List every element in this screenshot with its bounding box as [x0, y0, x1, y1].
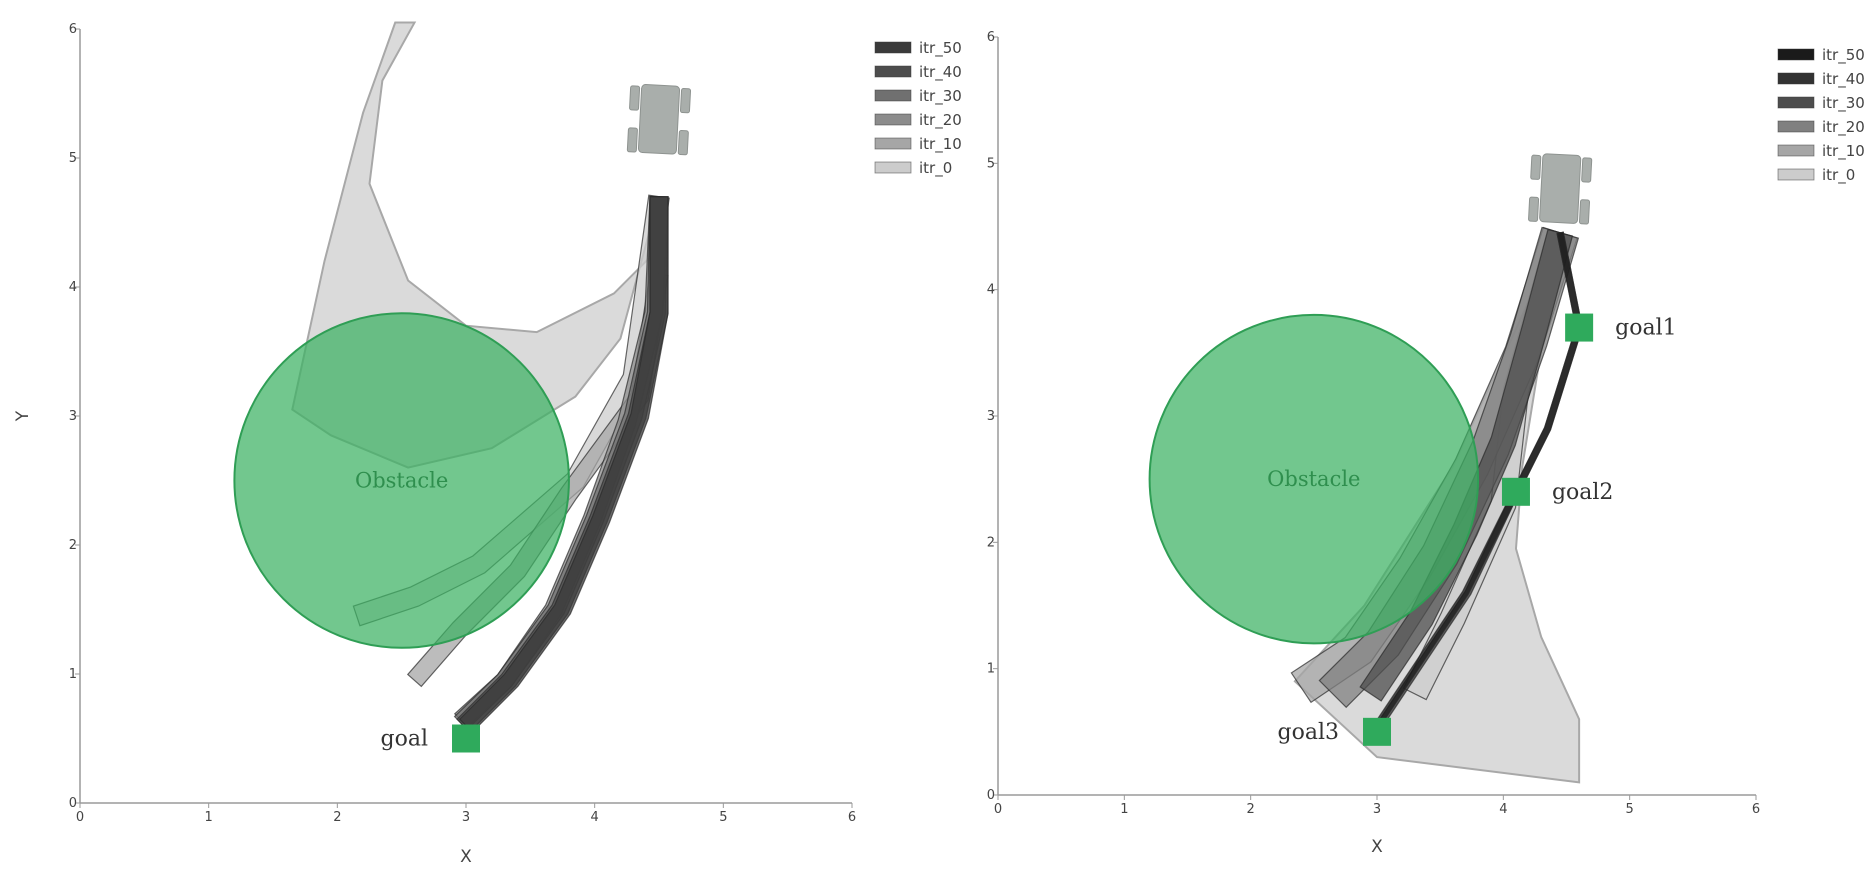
legend-label: itr_0	[1822, 166, 1855, 185]
trajectory-itr-30	[1359, 228, 1574, 702]
x-tick-label: 5	[1626, 802, 1634, 817]
x-tick-label: 0	[76, 810, 84, 825]
y-tick-label: 1	[69, 667, 77, 682]
robot-wheel	[1578, 199, 1591, 225]
legend-label: itr_50	[919, 39, 962, 58]
y-tick-label: 0	[69, 796, 77, 811]
obstacle-label: Obstacle	[1267, 467, 1360, 491]
legend-swatch	[874, 137, 912, 150]
x-tick-label: 4	[1499, 802, 1507, 817]
y-tick-label: 5	[69, 151, 77, 166]
goal-marker	[452, 724, 480, 753]
y-tick-label: 3	[987, 409, 995, 424]
chart-left: 0 1 2 3 4 5 6 0 1 2 3 4 5 6 X Y Obstacle goal itr_50 itr_40…	[13, 21, 962, 867]
goal-marker	[1363, 717, 1391, 746]
y-tick-label: 6	[987, 30, 995, 45]
legend-label: itr_40	[1822, 70, 1865, 89]
legend-label: itr_10	[1822, 142, 1865, 161]
trajectory-itr-50	[458, 196, 669, 733]
x-tick-label: 2	[333, 810, 341, 825]
legend-label: itr_30	[919, 87, 962, 106]
y-tick-label: 4	[69, 280, 77, 295]
legend-label: itr_50	[1822, 46, 1865, 65]
legend-swatch	[1777, 120, 1815, 133]
robot-wheel	[679, 88, 692, 114]
x-axis-label: X	[460, 847, 472, 867]
chart-right: 0 1 2 3 4 5 6 0 1 2 3 4 5 6 X Obstacle goal1 goal2 goal3 it…	[987, 30, 1865, 857]
goal-marker	[1501, 477, 1530, 506]
obstacle-circle	[1148, 313, 1480, 645]
legend-label: itr_30	[1822, 94, 1865, 113]
legend-label: itr_40	[919, 63, 962, 82]
legend-swatch	[874, 89, 912, 102]
x-tick-label: 3	[1373, 802, 1381, 817]
goal-label: goal	[381, 727, 428, 752]
robot-wheel	[626, 127, 638, 153]
x-tick-label: 5	[719, 810, 727, 825]
x-tick-label: 1	[205, 810, 213, 825]
robot-wheel	[677, 129, 689, 156]
y-axis-label: Y	[13, 410, 33, 422]
robot-icon	[626, 84, 692, 156]
legend-label: itr_10	[919, 135, 962, 154]
y-tick-label: 1	[987, 662, 995, 677]
obstacle-circle	[233, 312, 570, 649]
goal-label: goal3	[1278, 720, 1339, 745]
x-tick-label: 4	[591, 810, 599, 825]
y-tick-label: 0	[987, 788, 995, 803]
robot-body	[1539, 153, 1582, 224]
goal-marker	[1565, 313, 1594, 342]
legend-swatch	[1777, 72, 1815, 85]
x-tick-label: 6	[848, 810, 856, 825]
robot-wheel	[1528, 196, 1540, 222]
legend-swatch	[874, 41, 912, 54]
robot-icon	[1528, 153, 1593, 225]
legend-label: itr_20	[1822, 118, 1865, 137]
y-tick-label: 4	[987, 283, 995, 298]
y-tick-label: 5	[987, 156, 995, 171]
legend-swatch	[874, 65, 912, 78]
legend-swatch	[1777, 48, 1815, 61]
x-tick-label: 6	[1752, 802, 1760, 817]
x-tick-label: 1	[1120, 802, 1128, 817]
x-tick-label: 0	[994, 802, 1002, 817]
legend-swatch	[874, 113, 912, 126]
robot-body	[637, 84, 681, 155]
robot-wheel	[1581, 157, 1593, 183]
goal-label: goal2	[1552, 480, 1613, 505]
legend-swatch	[1777, 144, 1815, 157]
legend-swatch	[1777, 96, 1815, 109]
legend-label: itr_20	[919, 111, 962, 130]
y-tick-label: 2	[69, 538, 77, 553]
legend-swatch	[1777, 168, 1815, 181]
legend-swatch	[874, 161, 912, 174]
x-axis-label: X	[1371, 837, 1383, 857]
obstacle-label: Obstacle	[355, 469, 448, 493]
robot-wheel	[1530, 154, 1542, 180]
y-tick-label: 6	[69, 22, 77, 37]
x-tick-label: 3	[462, 810, 470, 825]
legend-label: itr_0	[919, 159, 952, 178]
y-tick-label: 3	[69, 409, 77, 424]
y-tick-label: 2	[987, 535, 995, 550]
goal-label: goal1	[1615, 316, 1676, 341]
x-tick-label: 2	[1247, 802, 1255, 817]
robot-wheel	[629, 85, 641, 111]
